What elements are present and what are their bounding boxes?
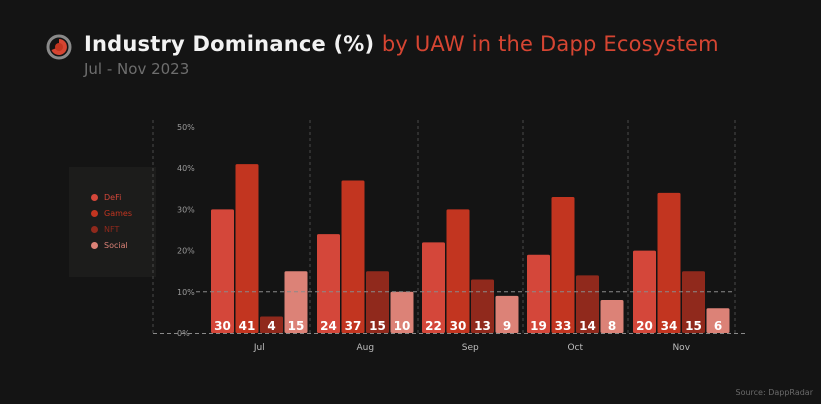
bar-defi: [211, 209, 234, 333]
data-label: 6: [714, 319, 722, 333]
legend-swatch-nft: [91, 226, 98, 233]
data-label: 41: [239, 319, 256, 333]
legend-item-defi: DeFi: [91, 193, 121, 202]
x-tick-label: Aug: [356, 343, 374, 353]
data-label: 22: [425, 319, 442, 333]
data-label: 9: [503, 319, 511, 333]
data-label: 24: [320, 319, 337, 333]
bar-social: [390, 291, 414, 333]
data-label: 34: [661, 319, 678, 333]
bar-nft: [576, 275, 599, 333]
bar-games: [235, 164, 259, 333]
bar-defi: [422, 242, 445, 333]
x-tick-label: Nov: [672, 343, 690, 353]
x-tick-label: Jul: [253, 343, 265, 353]
legend-label-social: Social: [104, 241, 128, 250]
data-label: 14: [579, 319, 596, 333]
data-label: 30: [214, 319, 231, 333]
legend-swatch-social: [91, 242, 98, 249]
bar-nft: [260, 316, 283, 333]
legend-item-games: Games: [91, 209, 132, 218]
y-tick-label: 10%: [177, 288, 195, 297]
legend-swatch-games: [91, 210, 98, 217]
chart-title: Industry Dominance (%) by UAW in the Dap…: [84, 32, 719, 56]
legend: DeFi Games NFT Social: [69, 167, 156, 277]
chart-subtitle: Jul - Nov 2023: [84, 60, 190, 78]
bar-games: [551, 197, 575, 333]
bar-defi: [527, 254, 550, 333]
legend-label-defi: DeFi: [104, 193, 122, 202]
bar-games: [446, 209, 470, 333]
bar-games: [657, 192, 681, 333]
y-tick-label: 50%: [177, 123, 195, 132]
data-label: 15: [369, 319, 386, 333]
y-tick-label: 30%: [177, 205, 195, 214]
x-tick-label: Oct: [567, 343, 583, 353]
title-main: Industry Dominance (%): [84, 32, 375, 56]
dappradar-logo-icon: [46, 34, 72, 60]
source-note: Source: DappRadar: [735, 388, 814, 397]
data-label: 33: [555, 319, 572, 333]
legend-swatch-defi: [91, 194, 98, 201]
bar-social: [495, 295, 519, 333]
data-label: 30: [450, 319, 467, 333]
data-label: 37: [345, 319, 362, 333]
bar-social: [706, 308, 730, 333]
bar-nft: [682, 271, 705, 333]
data-label: 20: [636, 319, 653, 333]
bar-nft: [471, 279, 494, 333]
data-label: 4: [267, 319, 275, 333]
bar-defi: [317, 234, 340, 333]
data-label: 8: [608, 319, 616, 333]
title-accent: by UAW in the Dapp Ecosystem: [381, 32, 719, 56]
bar-nft: [366, 271, 389, 333]
bar-games: [341, 180, 365, 333]
y-tick-label: 20%: [177, 247, 195, 256]
data-label: 15: [288, 319, 305, 333]
y-tick-label: 40%: [177, 164, 195, 173]
data-label: 13: [474, 319, 491, 333]
x-tick-label: Sep: [462, 343, 479, 353]
data-label: 15: [685, 319, 702, 333]
legend-label-games: Games: [104, 209, 132, 218]
legend-item-nft: NFT: [91, 225, 119, 234]
data-label: 19: [530, 319, 547, 333]
legend-label-nft: NFT: [104, 225, 120, 234]
bar-social: [600, 300, 624, 333]
data-label: 10: [394, 319, 411, 333]
legend-item-social: Social: [91, 241, 128, 250]
bar-social: [284, 271, 308, 333]
